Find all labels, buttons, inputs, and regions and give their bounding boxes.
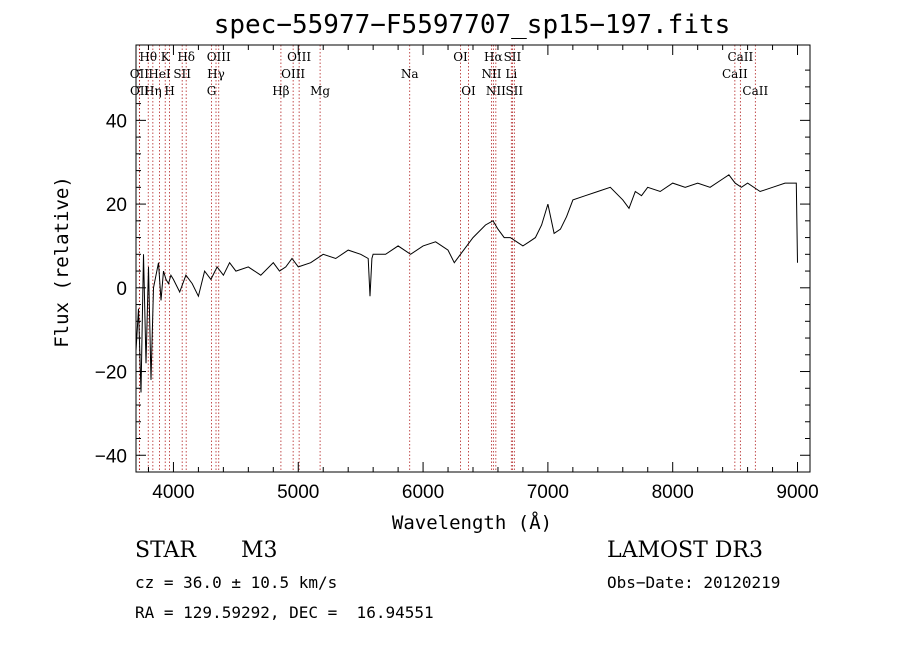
- spectral-line-label: Mg: [310, 84, 330, 98]
- y-tick-label: −20: [95, 363, 127, 384]
- obs-date-line: Obs−Date: 20120219: [607, 573, 781, 592]
- spectral-line-label: Hθ: [139, 50, 157, 64]
- y-axis: −40 −20 0 20 40: [95, 69, 810, 467]
- spectral-line-label: CaII: [742, 84, 768, 98]
- spectral-line-markers: [138, 45, 756, 472]
- spectral-line-label: G: [207, 84, 217, 98]
- spectral-line-label: K: [161, 50, 171, 64]
- y-axis-label: Flux (relative): [51, 176, 73, 348]
- spectral-line-label: NII: [481, 67, 501, 81]
- spectral-line-label: CaII: [722, 67, 748, 81]
- spectral-line-label: OIII: [207, 50, 231, 64]
- spectral-line-label: Li: [505, 67, 517, 81]
- object-subclass: M3: [241, 538, 278, 563]
- x-tick-label: 5000: [277, 482, 319, 503]
- spectral-line-label: OI: [453, 50, 468, 64]
- spectrum-chart: spec−55977−F5597707_sp15−197.fits Hθ OII O…: [51, 10, 819, 534]
- object-class: STAR: [135, 538, 196, 563]
- x-tick-label: 4000: [152, 482, 194, 503]
- plot-frame: [135, 44, 811, 473]
- spectral-line-label: SII: [173, 67, 191, 81]
- spectral-line-label: OIII: [281, 67, 305, 81]
- spectral-line-label: HeI: [148, 67, 171, 81]
- spectral-line-label: OI: [461, 84, 476, 98]
- x-tick-label: 9000: [776, 482, 818, 503]
- spectral-line-label: SII: [504, 50, 522, 64]
- spectral-line-label: Hβ: [272, 84, 289, 98]
- y-tick-label: 20: [106, 195, 127, 216]
- x-tick-label: 8000: [652, 482, 694, 503]
- spectral-line-label: Na: [401, 67, 419, 81]
- spectral-line-label: Hα: [484, 50, 503, 64]
- spectral-line-label: Hη: [144, 84, 162, 98]
- spectral-line-label: H: [164, 84, 174, 98]
- spectral-line-label: OII: [130, 84, 150, 98]
- chart-title: spec−55977−F5597707_sp15−197.fits: [214, 10, 731, 40]
- x-axis-label: Wavelength (Å): [392, 511, 552, 534]
- redshift-line: cz = 36.0 ± 10.5 km/s: [135, 573, 338, 592]
- y-tick-label: 0: [116, 279, 127, 300]
- spectral-line-label: OII: [130, 67, 150, 81]
- survey-name: LAMOST DR3: [607, 538, 763, 563]
- spectral-line-label: NII: [486, 84, 506, 98]
- y-tick-label: 40: [106, 111, 127, 132]
- coordinates-line: RA = 129.59292, DEC = 16.94551: [135, 603, 434, 622]
- x-tick-label: 6000: [402, 482, 444, 503]
- spectrum-series-line: [135, 174, 798, 393]
- spectral-line-label: Hγ: [207, 67, 225, 81]
- x-tick-label: 7000: [527, 482, 569, 503]
- spectral-line-label: SII: [505, 84, 523, 98]
- y-tick-label: −40: [95, 446, 127, 467]
- spectral-line-label: Hδ: [177, 50, 195, 64]
- spectral-line-labels: Hθ OII OII K HeI Hη SII H Hδ OIII Hγ G OIII OIII Hβ Mg N…: [130, 50, 769, 98]
- x-axis: 4000 5000 6000 7000 8000 9000: [147, 45, 819, 503]
- spectral-line-label: CaII: [727, 50, 753, 64]
- spectral-line-label: OIII: [287, 50, 311, 64]
